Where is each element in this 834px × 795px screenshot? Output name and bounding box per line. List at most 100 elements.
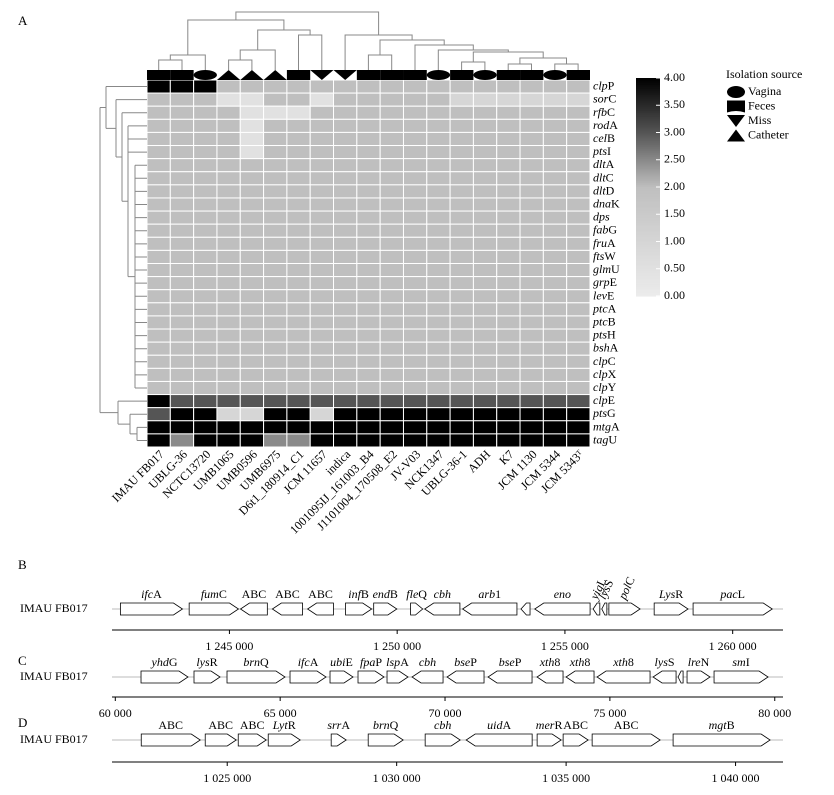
colorbar-segment (636, 88, 660, 91)
heatmap-cell (356, 407, 381, 422)
row-label: ftsW (593, 249, 616, 263)
heatmap-cell (519, 315, 544, 330)
heatmap-cell (146, 394, 171, 409)
row-label: ptcB (592, 314, 616, 328)
row-label: fruA (593, 236, 616, 250)
heatmap-cell (379, 158, 404, 173)
colorbar-segment (636, 158, 660, 161)
colorbar-segment (636, 234, 660, 237)
heatmap-cell (379, 341, 404, 356)
colorbar-segment (636, 180, 660, 183)
heatmap-cell (146, 171, 171, 186)
heatmap-cell (216, 315, 241, 330)
heatmap-cell (309, 367, 335, 382)
row-label: clpE (593, 393, 615, 407)
colorbar-tick-label: 2.00 (664, 179, 685, 193)
heatmap-cell (402, 276, 428, 291)
heatmap-cell (472, 118, 498, 133)
heatmap-cell (333, 328, 358, 343)
heatmap-cell (472, 394, 498, 409)
heatmap-cell (402, 184, 428, 199)
heatmap-cell (379, 131, 404, 147)
heatmap-cell (402, 341, 428, 356)
gene-label: lysS (595, 577, 616, 601)
heatmap-cell (309, 145, 335, 160)
heatmap-cell (542, 210, 568, 225)
heatmap-cell (542, 289, 568, 304)
colorbar-segment (636, 90, 660, 93)
colorbar-segment (636, 178, 660, 181)
heatmap-cell (193, 367, 218, 382)
colorbar-segment (636, 170, 660, 173)
heatmap-cell (239, 249, 265, 264)
heatmap-cell (239, 263, 265, 278)
row-label: bshA (593, 340, 619, 354)
heatmap-cell (472, 341, 498, 356)
row-label: mtgA (593, 419, 620, 433)
gene-arrow (686, 670, 711, 684)
heatmap-cell (146, 420, 171, 435)
heatmap-cell (146, 249, 171, 264)
heatmap-cell (449, 249, 474, 264)
heatmap-cell (542, 276, 568, 291)
axis-tick-label: 75 000 (593, 706, 626, 720)
source-mark (356, 70, 381, 80)
heatmap-cell (333, 210, 358, 225)
axis-tick-label: 1 035 000 (542, 771, 590, 785)
heatmap-cell (519, 197, 544, 212)
heatmap-cell (426, 263, 451, 278)
axis-tick-label: 70 000 (429, 706, 462, 720)
heatmap-cell (309, 184, 335, 199)
heatmap-cell (519, 131, 544, 147)
colorbar-segment (636, 202, 660, 205)
heatmap-cell (239, 236, 265, 251)
heatmap-cell (286, 420, 311, 435)
gene-label: bseP (454, 655, 477, 669)
heatmap-cell (519, 433, 544, 448)
heatmap-cell (146, 328, 171, 343)
heatmap-cell (449, 276, 474, 291)
heatmap-cell (402, 92, 428, 107)
heatmap-cell (193, 380, 218, 396)
heatmap-cell (356, 236, 381, 251)
row-label: fabG (593, 222, 617, 236)
heatmap-cell (193, 184, 218, 199)
heatmap-cell (449, 223, 474, 238)
heatmap-cell (169, 354, 195, 369)
heatmap-cell (472, 289, 498, 304)
heatmap-cell (379, 328, 404, 343)
colorbar-segment (636, 254, 660, 257)
heatmap-cell (426, 367, 451, 382)
heatmap-cell (426, 420, 451, 435)
heatmap-cell (356, 131, 381, 147)
heatmap-cell (239, 367, 265, 382)
heatmap-cell (356, 315, 381, 330)
gene-arrow (465, 733, 533, 747)
gene-label: smI (732, 655, 749, 669)
heatmap-cell (216, 420, 241, 435)
row-label: clpX (593, 367, 617, 381)
heatmap-cell (333, 92, 358, 107)
heatmap-cell (402, 210, 428, 225)
heatmap-cell (356, 105, 381, 120)
heatmap-cell (309, 249, 335, 264)
gene-arrow (329, 670, 354, 684)
gene-arrow (596, 670, 651, 684)
heatmap-cell (263, 289, 288, 304)
colorbar-tick-label: 3.50 (664, 97, 685, 111)
heatmap-cell (449, 79, 474, 94)
colorbar-segment (636, 204, 660, 207)
heatmap-cell (566, 223, 591, 238)
legend-symbol (727, 129, 745, 142)
heatmap-cell (169, 407, 195, 422)
heatmap-cell (286, 407, 311, 422)
row-label: grpE (593, 275, 617, 289)
gene-arrow (411, 670, 444, 684)
heatmap-cell (496, 197, 521, 212)
row-label: clpP (593, 78, 615, 92)
heatmap-cell (169, 394, 195, 409)
heatmap-cell (169, 302, 195, 317)
heatmap-cell (333, 236, 358, 251)
colorbar-segment (636, 108, 660, 111)
heatmap-cell (496, 184, 521, 199)
